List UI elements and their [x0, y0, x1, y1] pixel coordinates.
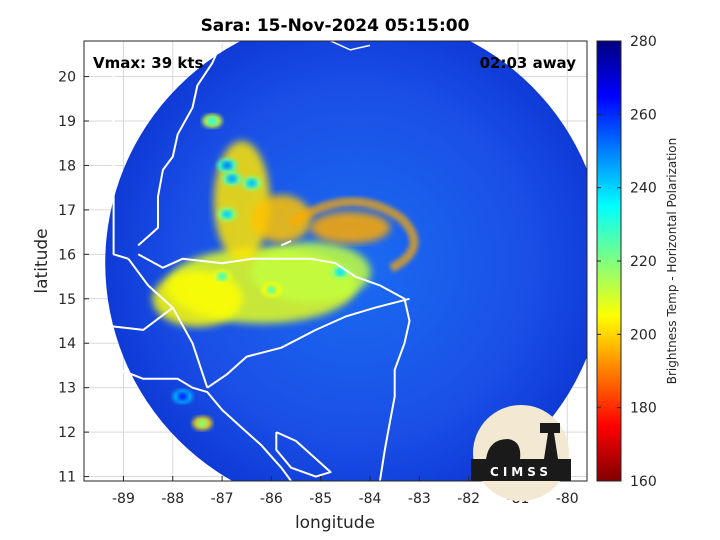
spiral-band: [288, 197, 419, 273]
colorbar-tick-label: 220: [630, 254, 657, 270]
colorbar-tick-label: 200: [630, 327, 657, 343]
y-tick-label: 14: [58, 336, 76, 352]
colorbar-tick-label: 160: [630, 474, 657, 490]
cloud-shield-patch: [250, 242, 371, 303]
time-away-annotation: 02:03 away: [480, 54, 577, 72]
y-tick-label: 15: [58, 292, 76, 308]
coastline: [84, 342, 292, 481]
x-tick-label: -85: [309, 491, 332, 507]
warm-spot: [226, 174, 237, 183]
coastline-outlines: [84, 41, 411, 481]
colorbar-tick-label: 260: [630, 107, 657, 123]
x-tick-label: -80: [556, 491, 579, 507]
x-tick-label: -88: [161, 491, 184, 507]
coastline: [206, 297, 410, 389]
cloud-shield-patch: [310, 211, 391, 244]
y-tick-label: 12: [58, 425, 76, 441]
y-tick-label: 11: [58, 470, 76, 486]
coastline: [84, 258, 174, 331]
x-tick-label: -87: [211, 491, 234, 507]
warm-spot: [222, 161, 233, 170]
warm-spot: [207, 117, 218, 125]
brightness-temp-swath: [105, 41, 587, 481]
coastline: [171, 307, 209, 389]
y-tick-label: 20: [58, 70, 76, 86]
logo-dome-icon: [486, 439, 521, 459]
y-axis-ticks: 11 12 13 14 15 16 17 18 19 20: [58, 70, 89, 486]
colorbar-tick-label: 280: [630, 34, 657, 50]
cloud-shield-patch: [251, 194, 312, 243]
x-axis-label: longitude: [295, 513, 375, 533]
plot-frame: [83, 40, 588, 482]
y-tick-label: 13: [58, 381, 76, 397]
x-tick-label: -84: [359, 491, 382, 507]
coastline: [275, 431, 332, 478]
warm-spot: [177, 392, 188, 401]
island-outline: [330, 41, 371, 51]
coastline: [137, 41, 224, 247]
plot-area: [84, 41, 587, 481]
warm-spot: [246, 179, 257, 188]
cimss-logo: CIMSS: [471, 405, 571, 501]
warm-spot: [266, 285, 277, 294]
logo-base: [471, 459, 571, 481]
coastline: [137, 253, 411, 481]
colorbar-label: Brightness Temp - Horizontal Polarizatio…: [665, 138, 679, 385]
warm-spot: [197, 419, 208, 428]
island-outline: [280, 240, 292, 247]
y-tick-label: 16: [58, 247, 76, 263]
vmax-annotation: Vmax: 39 kts: [93, 54, 203, 72]
x-tick-label: -83: [408, 491, 431, 507]
y-tick-label: 18: [58, 158, 76, 174]
y-tick-label: 19: [58, 114, 76, 130]
y-tick-label: 17: [58, 203, 76, 219]
y-axis-label: latitude: [32, 228, 52, 293]
x-tick-label: -89: [112, 491, 135, 507]
colorbar-tick-label: 180: [630, 401, 657, 417]
logo-tower-icon: [540, 423, 560, 459]
warm-spot: [217, 272, 228, 281]
warm-spot: [335, 268, 346, 277]
chart-title: Sara: 15-Nov-2024 05:15:00: [201, 16, 470, 36]
colorbar-tick-label: 240: [630, 181, 657, 197]
coastline: [84, 173, 129, 260]
warm-spot: [222, 210, 233, 219]
logo-text: CIMSS: [490, 465, 552, 479]
x-tick-label: -82: [457, 491, 480, 507]
x-tick-label: -86: [260, 491, 283, 507]
colorbar-ticks: 160 180 200 220 240 260 280: [597, 34, 657, 490]
